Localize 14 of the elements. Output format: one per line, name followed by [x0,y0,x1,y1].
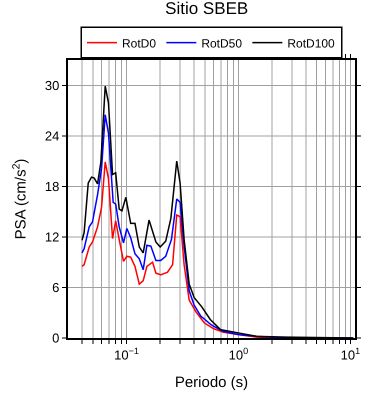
x-tick-label: 10$^{1}$ [340,346,360,363]
x-axis-title: Periodo (s) [174,374,248,392]
legend-label: RotD50 [201,36,242,50]
y-tick-label: 30 [44,78,60,93]
y-tick-label: 18 [44,178,60,194]
x-tick-label: 10$^{0}$ [228,346,248,363]
chart-title: Sitio SBEB [165,0,248,18]
legend-label: RotD0 [122,36,156,50]
y-tick-label: 0 [52,330,60,346]
y-tick-label: 24 [44,128,60,144]
x-tick-label: 10$^{−1}$ [114,346,139,363]
legend-label: RotD100 [287,36,336,50]
y-tick-label: 12 [44,229,60,244]
y-tick-label: 6 [52,280,60,295]
